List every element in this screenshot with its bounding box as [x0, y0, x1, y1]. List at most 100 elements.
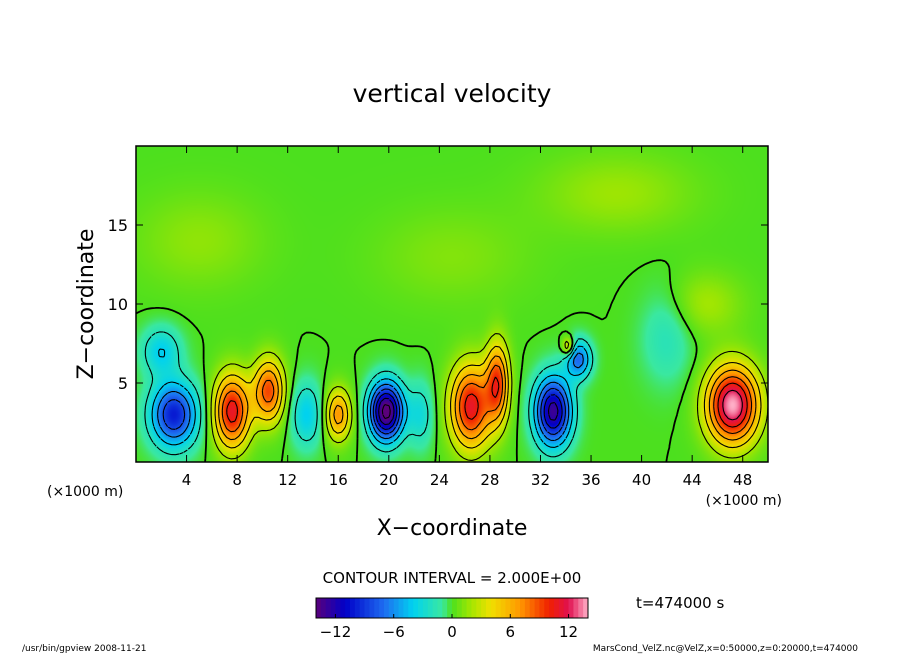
colorbar-cell: [340, 598, 346, 618]
contour-level-line: [157, 352, 584, 442]
colorbar-cell: [456, 598, 463, 618]
colorbar-cell: [510, 598, 516, 618]
colorbar-cell: [359, 598, 365, 618]
contour-level-line: [221, 364, 753, 435]
colorbar-cell: [461, 598, 467, 618]
colorbar-cell: [345, 598, 351, 618]
contour-level-line: [378, 397, 559, 426]
footer-right-text: MarsCond_VelZ.nc@VelZ,x=0:50000,z=0:2000…: [593, 644, 858, 654]
x-tick-label: 48: [733, 471, 752, 489]
colorbar-cell: [379, 598, 385, 618]
colorbar-tick-label: −12: [320, 623, 352, 641]
y-tick-label: 10: [108, 295, 128, 314]
contour-lines: [136, 259, 768, 462]
x-tick-label: 4: [182, 471, 192, 489]
colorbar-cell: [437, 598, 443, 618]
colorbar-cell: [316, 598, 322, 618]
velocity-field-image: [136, 146, 768, 462]
colorbar-cell: [539, 598, 545, 618]
colorbar-cell: [554, 598, 560, 618]
colorbar-cell: [568, 598, 574, 618]
x-unit-label-right: (×1000 m): [706, 493, 782, 509]
plot-area: [136, 146, 768, 462]
colorbar: −12 −6 0 6 12: [315, 597, 589, 641]
contour-level-line: [136, 259, 698, 462]
x-tick-label: 8: [232, 471, 242, 489]
colorbar-cell: [422, 598, 429, 618]
colorbar-cell: [500, 598, 506, 618]
contour-level-line: [226, 376, 748, 428]
colorbar-tick-label: 6: [506, 623, 516, 641]
x-tick-label: 20: [379, 471, 398, 489]
footer-left-text: /usr/bin/gpview 2008-11-21: [22, 644, 146, 654]
colorbar-cell: [374, 598, 380, 618]
y-axis-ticks: 5 10 15: [108, 216, 768, 393]
colorbar-cell: [384, 598, 390, 618]
colorbar-cell: [534, 598, 540, 618]
x-tick-label: 16: [329, 471, 348, 489]
colorbar-cell: [515, 598, 521, 618]
colorbar-cell: [476, 598, 482, 618]
contour-level-line: [381, 404, 391, 420]
x-axis-label: X−coordinate: [377, 516, 528, 541]
colorbar-cell: [335, 598, 341, 618]
y-axis-label: Z−coordinate: [74, 229, 99, 380]
colorbar-cell: [466, 598, 472, 618]
contour-level-line: [218, 355, 757, 441]
colorbar-tick-label: −6: [383, 623, 405, 641]
x-tick-label: 12: [278, 471, 297, 489]
colorbar-tick-label: 0: [447, 623, 457, 641]
colorbar-cell: [505, 598, 511, 618]
colorbar-cell: [364, 598, 370, 618]
colorbar-cell: [418, 598, 424, 618]
colorbar-cells: [316, 598, 589, 618]
time-label: t=474000 s: [636, 594, 724, 612]
y-tick-label: 5: [118, 374, 128, 393]
colorbar-cell: [481, 598, 487, 618]
colorbar-cell: [369, 598, 375, 618]
colorbar-cell: [578, 598, 584, 618]
colorbar-cell: [452, 598, 458, 618]
colorbar-cell: [471, 598, 477, 618]
colorbar-cell: [495, 598, 501, 618]
contour-interval-label: CONTOUR INTERVAL = 2.000E+00: [323, 569, 582, 587]
x-tick-label: 36: [581, 471, 600, 489]
colorbar-cell: [398, 598, 404, 618]
colorbar-cell: [354, 598, 361, 618]
x-tick-label: 28: [480, 471, 499, 489]
colorbar-tick-label: 12: [559, 623, 578, 641]
colorbar-cell: [325, 598, 331, 618]
colorbar-cell: [529, 598, 535, 618]
colorbar-cell: [442, 598, 448, 618]
contour-level-line: [375, 392, 563, 430]
x-tick-label: 40: [632, 471, 651, 489]
colorbar-cell: [330, 598, 336, 618]
x-tick-label: 24: [430, 471, 449, 489]
colorbar-cell: [388, 598, 395, 618]
colorbar-cell: [413, 598, 419, 618]
x-tick-label: 44: [683, 471, 702, 489]
colorbar-cell: [520, 598, 526, 618]
contour-level-line: [210, 333, 768, 461]
colorbar-cell: [563, 598, 569, 618]
colorbar-cell: [573, 598, 579, 618]
colorbar-cell: [544, 598, 550, 618]
contour-level-line: [214, 345, 762, 449]
contour-level-line: [151, 345, 589, 448]
colorbar-cell: [549, 598, 555, 618]
contour-level-line: [162, 387, 566, 435]
contour-level-line: [722, 389, 743, 421]
colorbar-cell: [432, 598, 438, 618]
colorbar-cell: [490, 598, 497, 618]
colorbar-cell: [393, 598, 399, 618]
x-tick-label: 32: [531, 471, 550, 489]
colorbar-ticks: −12 −6 0 6 12: [320, 614, 578, 641]
colorbar-cell: [408, 598, 414, 618]
colorbar-cell: [403, 598, 409, 618]
y-tick-label: 15: [108, 216, 128, 235]
x-axis-ticks: 4 8 12 16 20 24 28 32 36 40 44 48: [182, 146, 752, 489]
colorbar-cell: [486, 598, 492, 618]
colorbar-cell: [447, 598, 453, 618]
x-unit-label-left: (×1000 m): [47, 484, 123, 500]
